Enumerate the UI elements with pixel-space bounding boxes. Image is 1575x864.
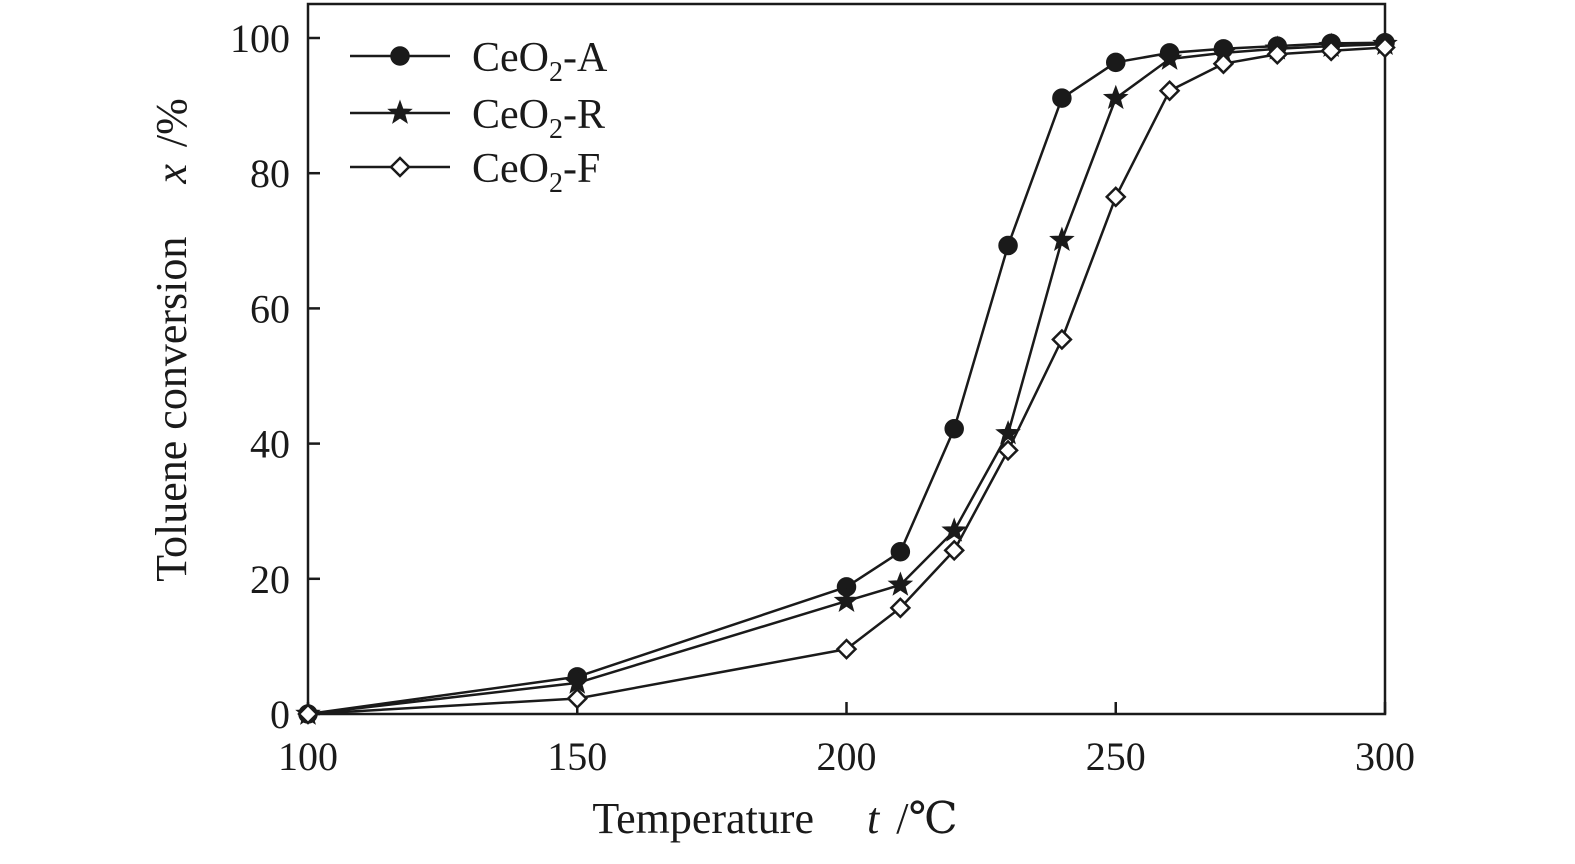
plot-frame — [306, 2, 1387, 716]
x-axis-symbol: t — [867, 794, 881, 843]
data-point — [887, 571, 914, 596]
data-point — [1106, 52, 1126, 73]
y-tick-label: 80 — [250, 151, 290, 196]
legend-label-suffix: -A — [563, 35, 608, 81]
legend-label-subscript: 2 — [549, 114, 563, 145]
x-tick-label: 150 — [547, 734, 607, 779]
legend-item-ceo2-f: CeO2-F — [350, 146, 600, 199]
x-tick-label: 250 — [1086, 734, 1146, 779]
data-point — [297, 703, 319, 725]
data-point — [1212, 52, 1235, 75]
y-axis-symbol: x — [147, 164, 196, 185]
y-tick-label: 60 — [250, 286, 290, 331]
data-point — [944, 418, 964, 439]
y-tick-label: 0 — [270, 692, 290, 737]
series-line — [307, 42, 1386, 716]
y-axis-title-text: Toluene conversion — [147, 237, 196, 582]
data-point — [943, 539, 965, 562]
x-tick-label: 300 — [1355, 734, 1415, 779]
data-point — [1102, 84, 1129, 110]
data-point — [835, 638, 858, 660]
legend-label-base: CeO — [472, 92, 549, 138]
y-tick-label: 40 — [250, 422, 290, 467]
x-axis-title: Temperature t /℃ — [592, 794, 957, 843]
data-point — [1104, 186, 1127, 208]
series-line — [307, 41, 1386, 716]
data-point — [890, 542, 911, 562]
series-ceo2-f — [297, 36, 1396, 725]
legend-marker — [389, 156, 411, 178]
data-point — [998, 235, 1018, 256]
x-axis-title-text: Temperature — [592, 794, 814, 843]
data-point — [1320, 40, 1342, 62]
data-point — [997, 439, 1019, 462]
legend-label: CeO2-A — [472, 35, 608, 88]
legend-label-base: CeO — [472, 146, 549, 192]
series-line — [307, 46, 1386, 716]
y-axis-title: Toluene conversion x /% — [147, 98, 196, 582]
x-tick-label: 100 — [278, 734, 338, 779]
legend-label-subscript: 2 — [549, 168, 563, 199]
y-tick-label: 20 — [250, 557, 290, 602]
data-point — [1266, 43, 1289, 65]
y-axis-unit: /% — [147, 98, 196, 147]
legend-label-subscript: 2 — [549, 57, 563, 88]
data-point — [566, 687, 589, 710]
data-point — [1052, 88, 1072, 108]
legend-label-base: CeO — [472, 35, 549, 81]
data-point — [1156, 45, 1183, 70]
y-tick-label: 100 — [230, 16, 290, 61]
data-point — [889, 597, 912, 619]
legend-marker — [387, 99, 413, 124]
data-point — [1051, 328, 1073, 351]
legend-marker — [390, 46, 410, 66]
legend-label: CeO2-F — [472, 146, 600, 199]
data-point — [1158, 79, 1181, 102]
data-point — [995, 420, 1021, 445]
legend-item-ceo2-a: CeO2-A — [350, 35, 608, 88]
data-point — [833, 587, 860, 612]
legend-label-suffix: -R — [563, 92, 605, 138]
legend-label-suffix: -F — [563, 146, 600, 192]
x-tick-label: 200 — [817, 734, 877, 779]
legend-label: CeO2-R — [472, 92, 605, 145]
series-ceo2-r — [295, 30, 1398, 725]
x-axis-unit: /℃ — [896, 794, 957, 843]
data-point — [941, 517, 967, 542]
legend-item-ceo2-r: CeO2-R — [350, 92, 605, 145]
series-layer — [295, 30, 1398, 725]
ticks-layer: 100 150 200 250 300 0 20 40 60 80 100 — [230, 16, 1415, 779]
data-point — [1049, 226, 1075, 251]
series-ceo2-a — [298, 32, 1395, 724]
data-point — [1374, 36, 1396, 59]
